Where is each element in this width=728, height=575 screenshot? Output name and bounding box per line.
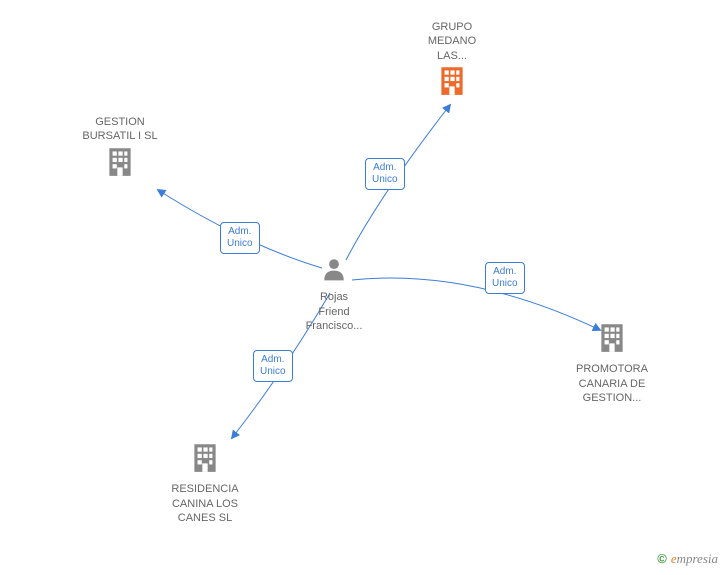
building-icon [103,144,137,178]
center-person-node[interactable]: RojasFriendFrancisco... [289,256,379,333]
node-label: GESTIONBURSATIL I SL [65,115,175,144]
footer-brand: ©empresia [657,551,718,567]
node-label: RESIDENCIACANINA LOSCANES SL [150,482,260,525]
person-icon [321,256,347,282]
edge-label: Adm. Unico [253,350,293,382]
company-node[interactable]: GRUPOMEDANOLAS... [397,20,507,105]
company-node[interactable]: RESIDENCIACANINA LOSCANES SL [150,440,260,525]
edge-label: Adm. Unico [485,262,525,294]
edge-label: Adm. Unico [365,158,405,190]
company-node[interactable]: GESTIONBURSATIL I SL [65,115,175,186]
edge-label: Adm. Unico [220,222,260,254]
node-label: GRUPOMEDANOLAS... [397,20,507,63]
copyright-icon: © [657,551,667,566]
building-icon [595,320,629,354]
company-node[interactable]: PROMOTORACANARIA DEGESTION... [557,320,667,405]
building-icon [435,63,469,97]
brand-rest: mpresia [677,551,718,566]
node-label: RojasFriendFrancisco... [289,290,379,333]
building-icon [188,440,222,474]
node-label: PROMOTORACANARIA DEGESTION... [557,362,667,405]
